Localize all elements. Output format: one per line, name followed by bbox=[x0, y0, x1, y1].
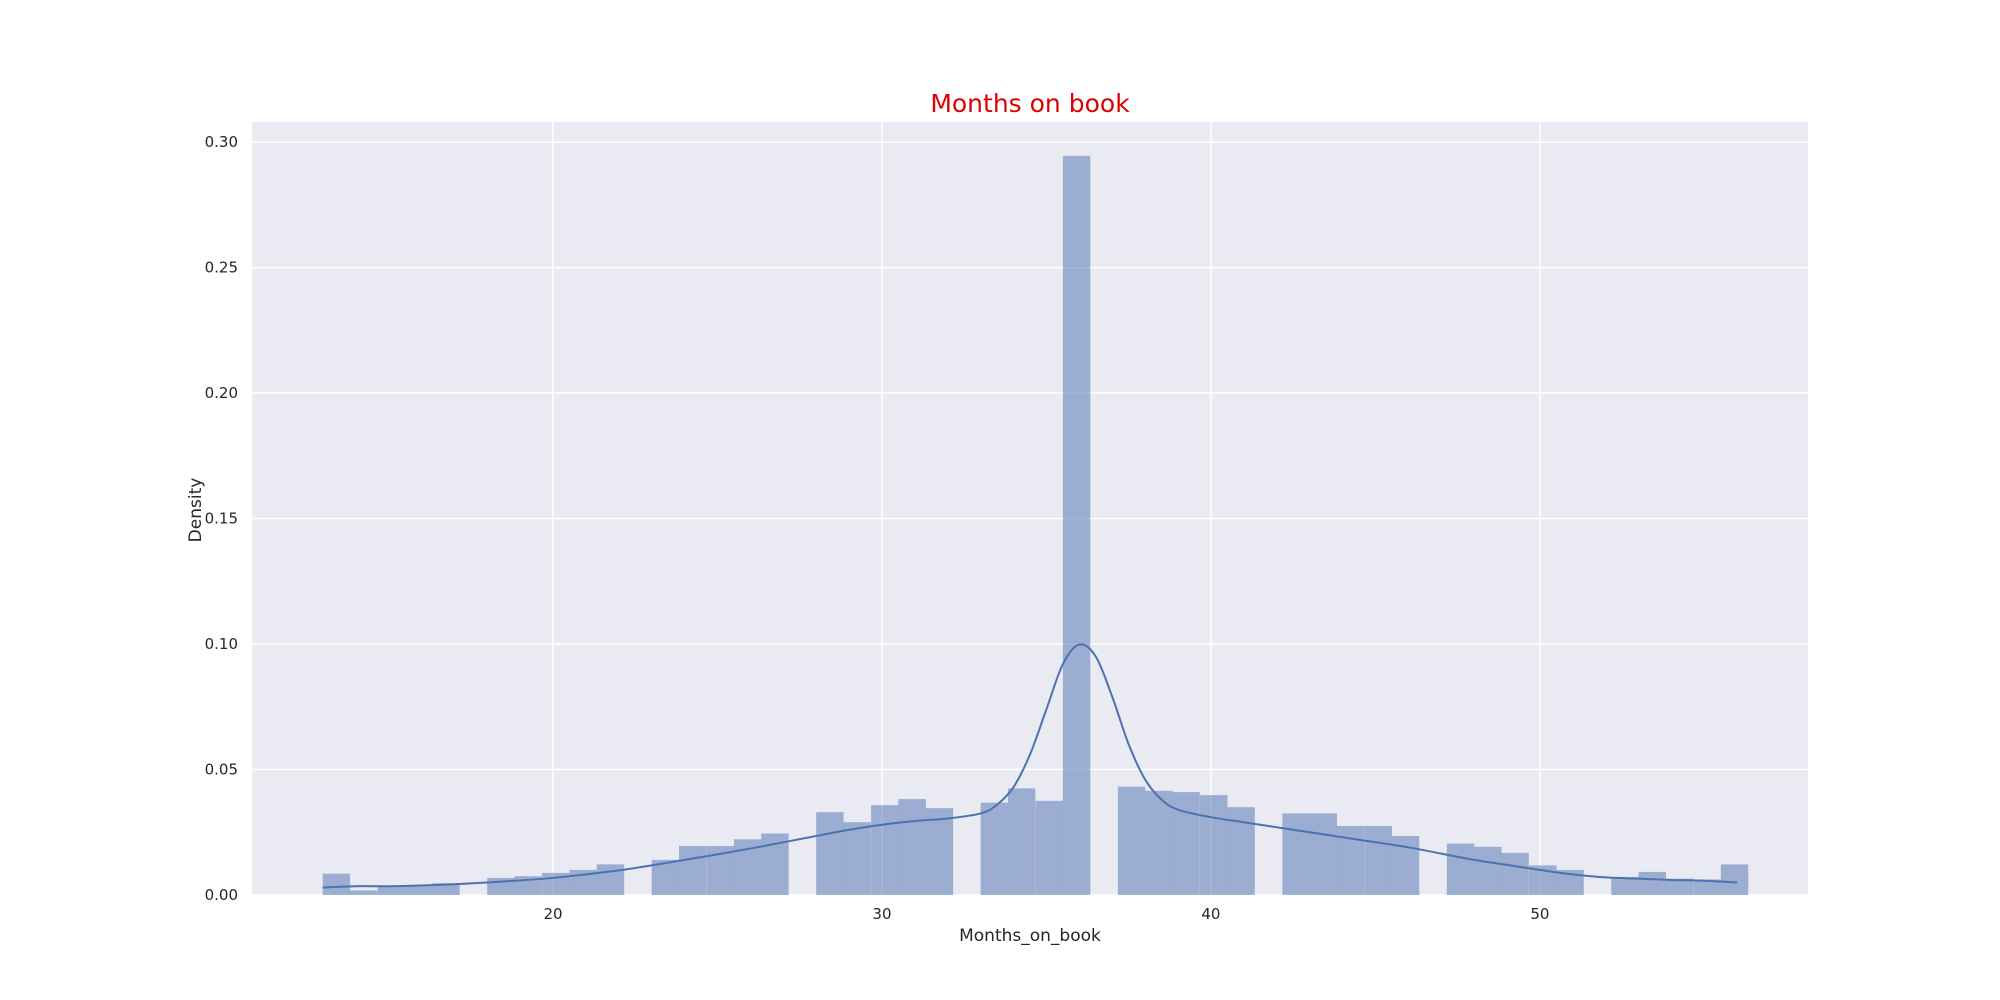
y-tick-label: 0.30 bbox=[205, 133, 238, 151]
y-tick-label: 0.20 bbox=[205, 384, 238, 402]
histogram-bar bbox=[1145, 790, 1173, 895]
histogram-bar bbox=[377, 885, 406, 895]
histogram-bar bbox=[596, 864, 625, 895]
histogram-bar bbox=[1007, 788, 1036, 895]
histogram-bar bbox=[678, 846, 707, 895]
histogram-bar bbox=[432, 883, 460, 895]
histogram-bar bbox=[843, 822, 871, 895]
histogram-bar bbox=[1611, 876, 1639, 895]
histogram-bar bbox=[871, 805, 899, 895]
y-tick-label: 0.05 bbox=[205, 761, 238, 779]
vertical-gridlines bbox=[552, 122, 1541, 895]
x-tick-label: 50 bbox=[1530, 905, 1549, 923]
histogram-bar bbox=[1035, 800, 1064, 895]
histogram-bar bbox=[1282, 813, 1310, 895]
y-tick-label: 0.15 bbox=[205, 510, 238, 528]
histogram-bar bbox=[350, 890, 378, 895]
histogram-bar bbox=[651, 859, 680, 895]
x-axis-label: Months_on_book bbox=[959, 926, 1101, 946]
y-tick-label: 0.10 bbox=[205, 635, 238, 653]
histogram-bar bbox=[1172, 792, 1200, 895]
histogram-bar bbox=[1364, 825, 1392, 895]
histogram-bar bbox=[980, 802, 1009, 895]
chart-title: Months on book bbox=[930, 89, 1130, 118]
histogram-bars bbox=[322, 155, 1749, 896]
histogram-bar bbox=[816, 812, 844, 895]
histogram-bar bbox=[925, 808, 954, 895]
histogram-bar bbox=[1501, 852, 1529, 895]
y-tick-label: 0.00 bbox=[205, 886, 238, 904]
y-tick-label: 0.25 bbox=[205, 259, 238, 277]
histogram-bar bbox=[1309, 813, 1338, 895]
kde-curve bbox=[322, 643, 1738, 889]
x-tick-labels: 20 30 40 50 bbox=[543, 905, 1549, 923]
histogram-bar bbox=[1200, 795, 1228, 895]
histogram-bar bbox=[404, 885, 433, 895]
y-tick-labels: 0.00 0.05 0.10 0.15 0.20 0.25 0.30 bbox=[205, 133, 238, 904]
histogram-bar bbox=[1474, 846, 1502, 895]
histogram-bar bbox=[1720, 864, 1749, 895]
plot-area bbox=[252, 122, 1808, 895]
histogram-bar bbox=[1693, 879, 1721, 895]
histogram-bar bbox=[322, 873, 351, 895]
x-tick-label: 30 bbox=[872, 905, 891, 923]
histogram-bar bbox=[1117, 786, 1146, 895]
histogram-bar bbox=[898, 799, 926, 895]
y-axis-label: Density bbox=[186, 478, 206, 543]
histogram-bar bbox=[1062, 155, 1091, 896]
x-tick-label: 20 bbox=[543, 905, 562, 923]
histogram-bar bbox=[1638, 871, 1666, 895]
histogram-bar bbox=[1665, 878, 1694, 895]
histogram-bar bbox=[1446, 843, 1475, 895]
x-tick-label: 40 bbox=[1201, 905, 1220, 923]
